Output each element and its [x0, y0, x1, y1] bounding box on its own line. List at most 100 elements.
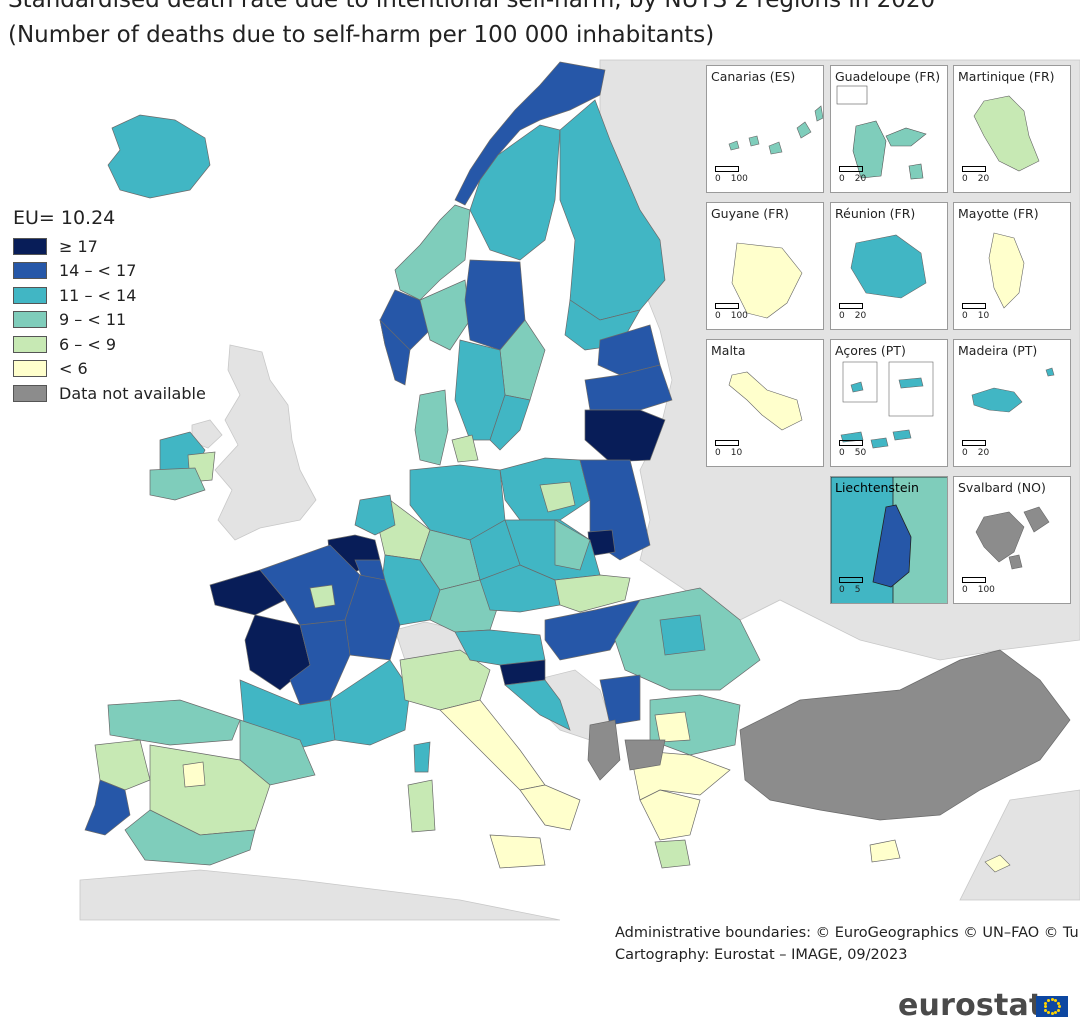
scale-bar: 0 20: [962, 440, 989, 458]
region-denmark: [414, 389, 479, 466]
inset-map: Canarias (ES) 0 100: [706, 65, 824, 193]
scale-label: 0: [839, 311, 845, 321]
inset-label: Réunion (FR): [835, 206, 916, 221]
region-france: [209, 544, 411, 751]
eu-star-icon: [1050, 1012, 1054, 1015]
scale-label: 0: [715, 311, 721, 321]
legend-item: 14 – < 17: [13, 259, 206, 284]
inset-shape: [971, 367, 1055, 413]
scale-label: 50: [854, 448, 867, 458]
scale-label: 0: [839, 174, 845, 184]
inset-shape: [988, 232, 1025, 309]
inset-label: Açores (PT): [835, 343, 906, 358]
inset-map: Guyane (FR) 0 100: [706, 202, 824, 330]
legend-swatch: [13, 286, 47, 304]
legend-item: < 6: [13, 357, 206, 382]
region-iceland: [107, 114, 211, 199]
inset-map: Madeira (PT) 0 20: [953, 339, 1071, 467]
inset-label: Canarias (ES): [711, 69, 796, 84]
inset-map: Açores (PT) 0 50: [830, 339, 948, 467]
scale-label: 0: [962, 448, 968, 458]
scale-label: 5: [854, 585, 861, 595]
scale-label: 100: [977, 585, 995, 595]
legend-label: ≥ 17: [59, 236, 98, 256]
credits-cartography: Cartography: Eurostat – IMAGE, 09/2023: [615, 947, 908, 963]
scale-label: 20: [854, 311, 867, 321]
eu-star-icon: [1056, 1008, 1060, 1012]
scale-bar: 0 50: [839, 440, 866, 458]
legend-item: 6 – < 9: [13, 332, 206, 357]
scale-label: 20: [977, 174, 990, 184]
inset-label: Guyane (FR): [711, 206, 789, 221]
inset-map: Liechtenstein 0 5: [830, 476, 948, 604]
eu-star-icon: [1044, 1001, 1048, 1005]
inset-shape: [973, 95, 1040, 172]
legend-rows: ≥ 17 14 – < 17 11 – < 14 9 – < 11 6 – < 9 < 6…: [13, 234, 206, 406]
eu-star-icon: [1050, 998, 1054, 1001]
region-data-not-available: [587, 649, 1071, 821]
legend-label: < 6: [59, 359, 88, 379]
legend-label: 6 – < 9: [59, 334, 117, 354]
legend-item: Data not available: [13, 381, 206, 406]
region-cyprus: [984, 854, 1011, 873]
inset-map: Malta 0 10: [706, 339, 824, 467]
region-sweden: [454, 124, 561, 451]
inset-label: Liechtenstein: [835, 480, 919, 495]
legend: EU= 10.24 ≥ 17 14 – < 17 11 – < 14 9 – < 11…: [13, 207, 206, 406]
scale-bar: 0 10: [962, 303, 989, 321]
eurostat-logo: eurostat: [898, 988, 1044, 1023]
scale-label: 0: [715, 448, 721, 458]
scale-label: 20: [854, 174, 867, 184]
region-ireland: [149, 431, 216, 501]
inset-shape: [728, 105, 823, 155]
credits-boundaries: Administrative boundaries: © EuroGeograp…: [615, 925, 1080, 941]
credits: Administrative boundaries: © EuroGeograp…: [615, 922, 1080, 966]
eu-flag-icon: [1036, 996, 1068, 1017]
scale-bar: 0 100: [715, 166, 748, 184]
scale-bar: 0 10: [715, 440, 742, 458]
inset-shape: [836, 85, 927, 180]
scale-label: 0: [962, 311, 968, 321]
inset-label: Malta: [711, 343, 746, 358]
inset-shape: [831, 477, 947, 603]
scale-label: 0: [962, 174, 968, 184]
eu-star-icon: [1047, 1011, 1050, 1015]
inset-label: Mayotte (FR): [958, 206, 1039, 221]
inset-shape: [975, 506, 1050, 570]
region-southeast: [599, 587, 761, 756]
eu-star-icon: [1043, 1005, 1047, 1008]
inset-map: Guadeloupe (FR) 0 20: [830, 65, 948, 193]
scale-label: 0: [715, 174, 721, 184]
region-baltics: [584, 324, 673, 463]
inset-label: Svalbard (NO): [958, 480, 1046, 495]
legend-swatch: [13, 311, 47, 329]
inset-map: Mayotte (FR) 0 10: [953, 202, 1071, 330]
eu-star-icon: [1044, 1008, 1048, 1012]
eu-star-icon: [1057, 1005, 1061, 1008]
legend-item: 9 – < 11: [13, 308, 206, 333]
region-poland: [499, 457, 651, 581]
legend-label: 14 – < 17: [59, 261, 137, 281]
legend-item: 11 – < 14: [13, 283, 206, 308]
inset-map: Svalbard (NO) 0 100: [953, 476, 1071, 604]
inset-shape: [840, 361, 934, 449]
legend-label: 9 – < 11: [59, 310, 127, 330]
legend-swatch: [13, 262, 47, 280]
scale-label: 0: [839, 448, 845, 458]
map-subtitle: (Number of deaths due to self-harm per 1…: [8, 22, 715, 48]
inset-shape: [850, 234, 927, 299]
map-title: Standardised death rate due to intention…: [8, 0, 936, 13]
region-central: [454, 564, 641, 731]
scale-label: 100: [730, 174, 748, 184]
inset-label: Madeira (PT): [958, 343, 1038, 358]
region-italy: [399, 649, 581, 869]
legend-swatch: [13, 384, 47, 402]
inset-shape: [731, 242, 803, 319]
scale-bar: 0 20: [839, 303, 866, 321]
legend-swatch: [13, 360, 47, 378]
inset-map: Martinique (FR) 0 20: [953, 65, 1071, 193]
legend-swatch: [13, 237, 47, 255]
scale-label: 10: [977, 311, 990, 321]
eu-star-icon: [1047, 998, 1050, 1002]
